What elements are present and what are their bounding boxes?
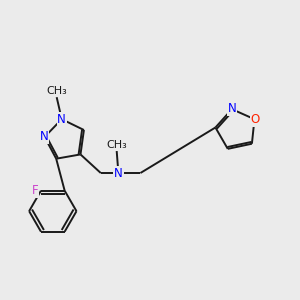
Text: O: O — [250, 113, 260, 126]
Text: CH₃: CH₃ — [106, 140, 127, 150]
Text: N: N — [228, 102, 236, 115]
Text: CH₃: CH₃ — [46, 86, 67, 96]
Text: N: N — [114, 167, 123, 179]
Text: F: F — [32, 184, 38, 197]
Text: N: N — [57, 113, 66, 126]
Text: N: N — [40, 130, 48, 143]
